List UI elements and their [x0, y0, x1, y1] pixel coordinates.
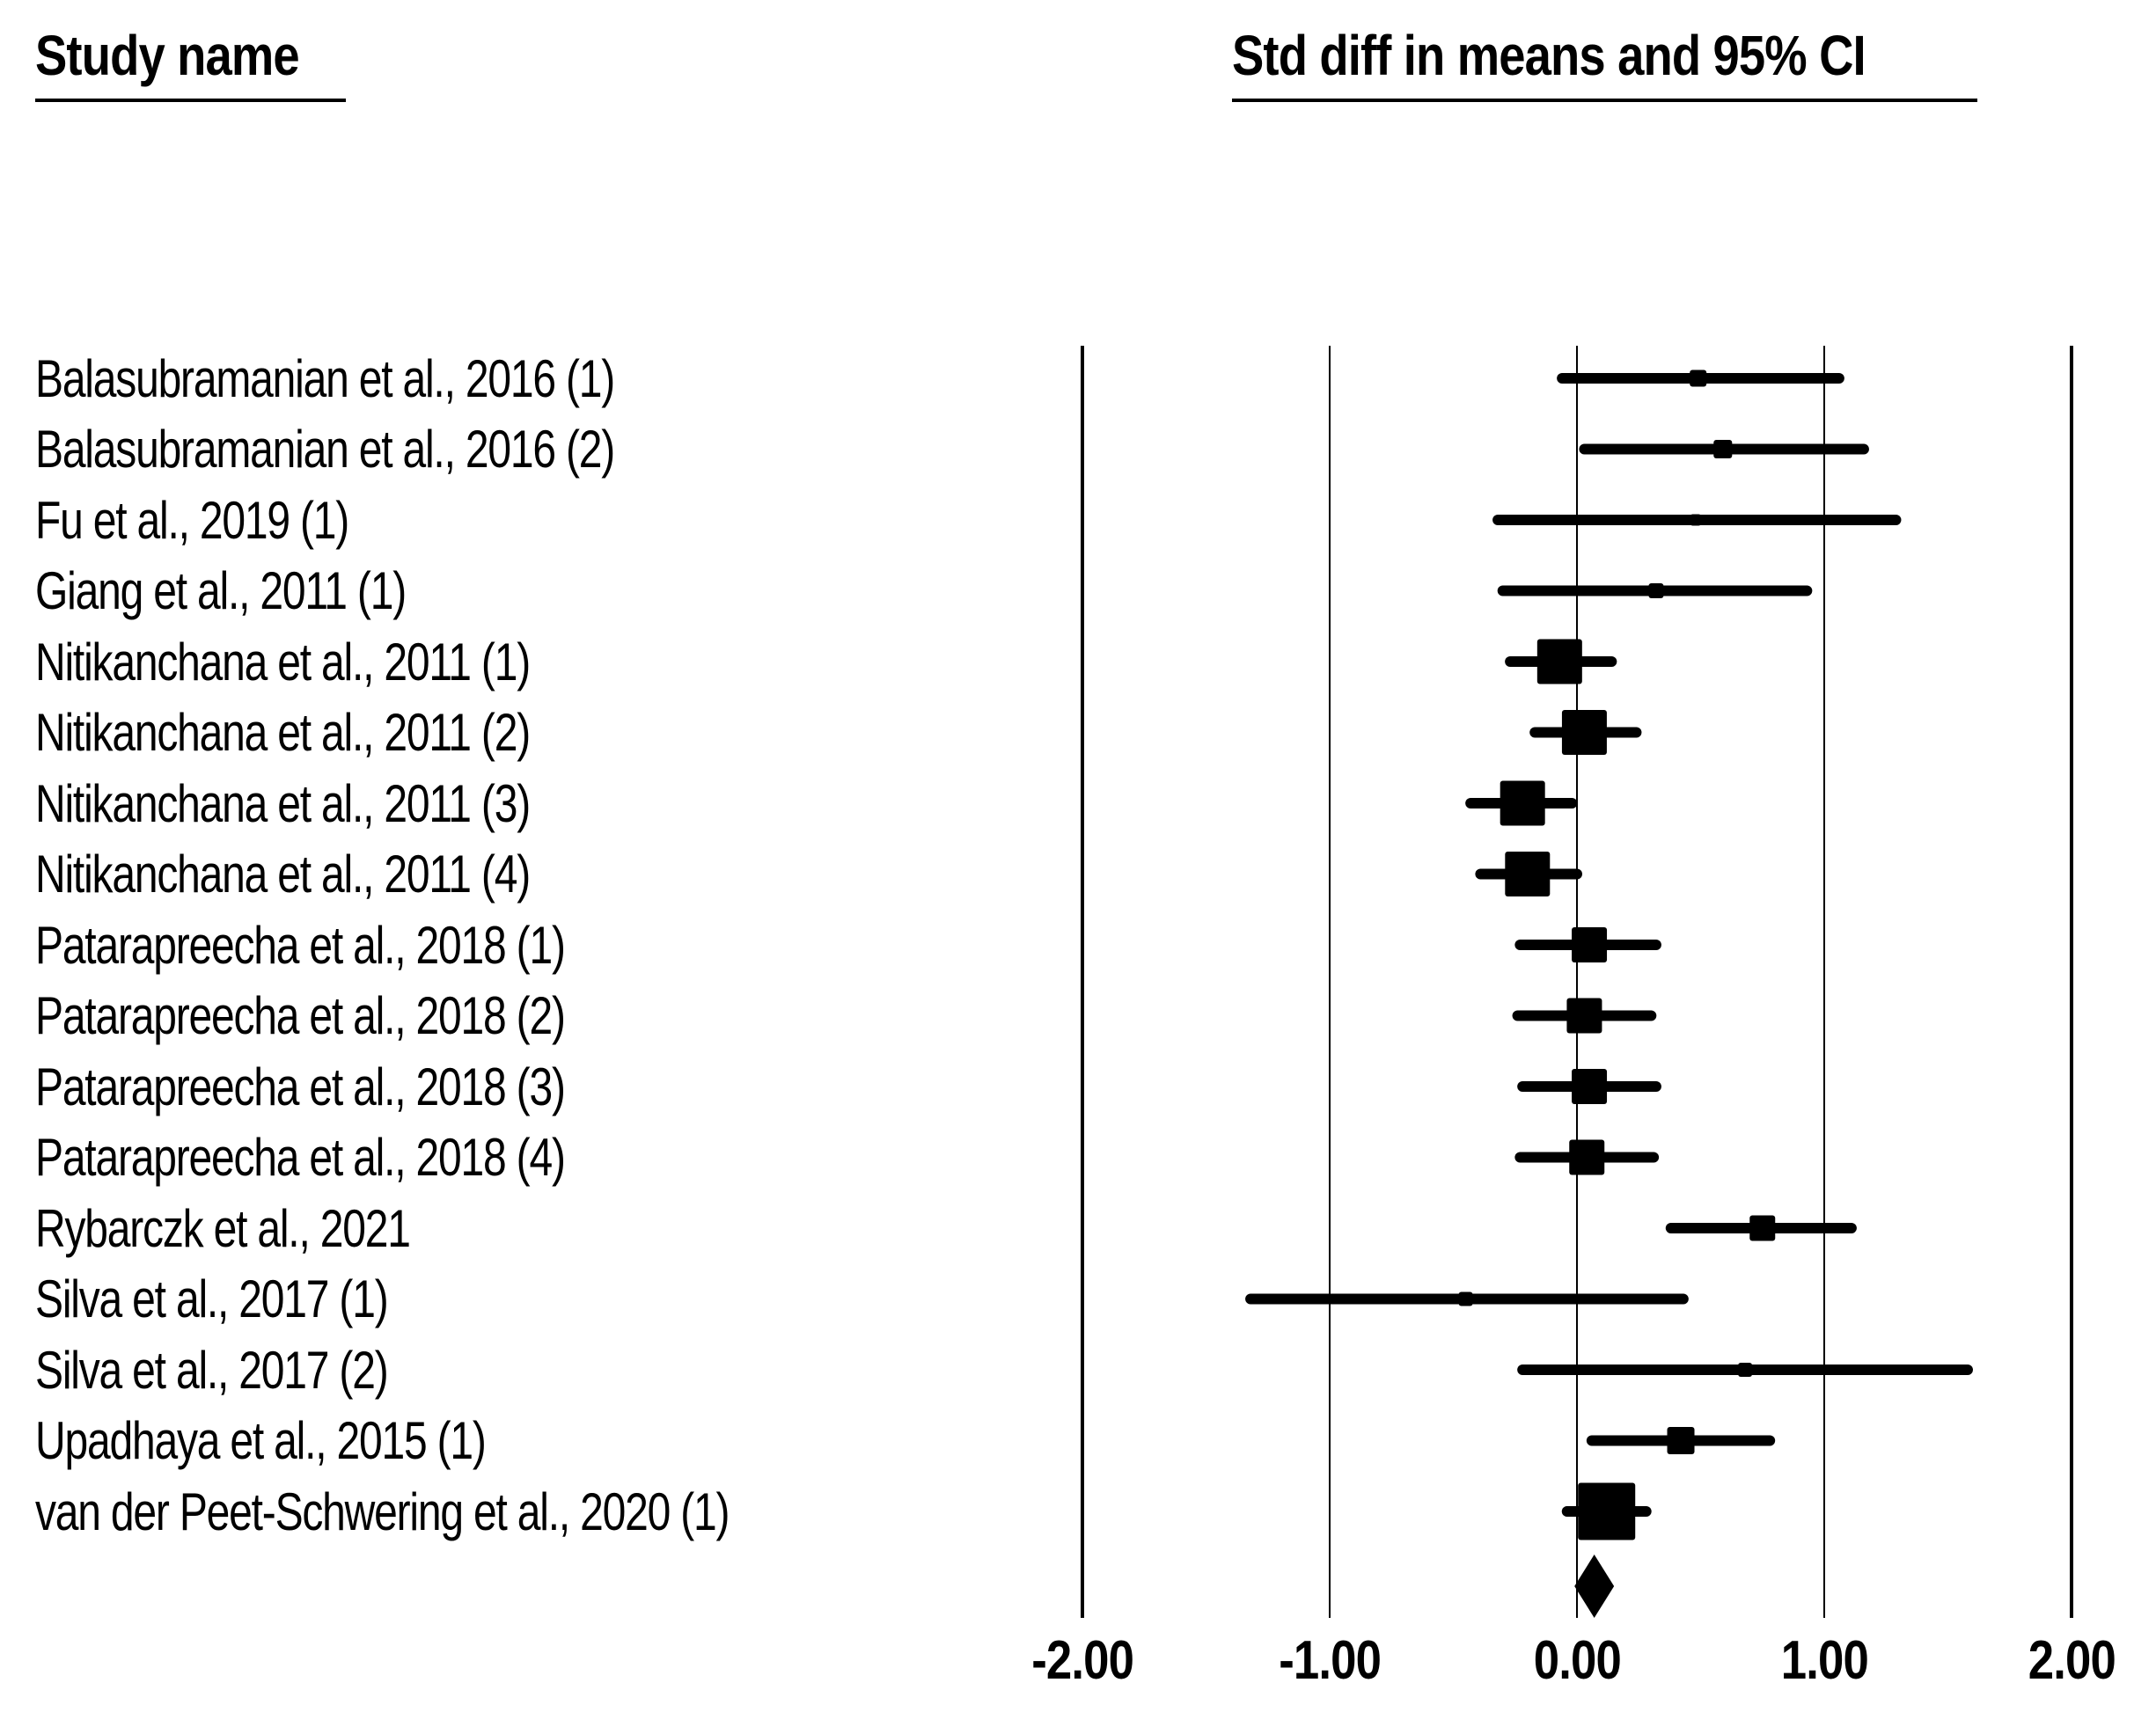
x-axis-tick-text: 0.00: [1533, 1630, 1621, 1691]
study-label: van der Peet-Schwering et al., 2020 (1): [35, 1477, 902, 1546]
mean-square: [1458, 1291, 1473, 1306]
study-label-text: Nitikanchana et al., 2011 (3): [35, 773, 531, 833]
mean-square: [1690, 369, 1707, 387]
study-label-text: Balasubramanian et al., 2016 (2): [35, 420, 615, 479]
effect-header-text: Std diff in means and 95% CI: [1232, 24, 1866, 87]
study-label-text: Patarapreecha et al., 2018 (4): [35, 1128, 566, 1187]
overall-diamond: [1574, 1555, 1615, 1618]
x-axis-tick-label: 2.00: [1948, 1629, 2156, 1692]
study-label: Patarapreecha et al., 2018 (1): [35, 911, 697, 979]
x-axis-tick-label: 0.00: [1454, 1629, 1700, 1692]
study-label-text: Nitikanchana et al., 2011 (1): [35, 632, 531, 691]
study-label-text: Fu et al., 2019 (1): [35, 490, 349, 550]
x-axis-tick-label: -2.00: [959, 1629, 1206, 1692]
study-label-text: Nitikanchana et al., 2011 (4): [35, 845, 531, 904]
study-label-text: Silva et al., 2017 (2): [35, 1340, 389, 1400]
study-label: Patarapreecha et al., 2018 (3): [35, 1052, 697, 1121]
study-label: Upadhaya et al., 2015 (1): [35, 1407, 598, 1475]
study-label: Giang et al., 2011 (1): [35, 557, 498, 626]
study-label: Nitikanchana et al., 2011 (2): [35, 699, 654, 767]
mean-square: [1561, 710, 1607, 755]
mean-square: [1572, 1069, 1608, 1104]
x-axis-tick-label: -1.00: [1206, 1629, 1453, 1692]
study-label-text: Balasubramanian et al., 2016 (1): [35, 348, 615, 408]
mean-square: [1569, 1139, 1605, 1175]
study-label-text: Patarapreecha et al., 2018 (1): [35, 915, 566, 975]
study-label-text: Upadhaya et al., 2015 (1): [35, 1411, 487, 1470]
mean-square: [1713, 440, 1733, 458]
x-axis-tick-text: -1.00: [1279, 1630, 1382, 1691]
column-header-effect: Std diff in means and 95% CI: [1232, 23, 1977, 102]
study-label-text: Patarapreecha et al., 2018 (3): [35, 1057, 566, 1116]
study-label-text: Giang et al., 2011 (1): [35, 561, 407, 620]
column-header-study-name: Study name: [35, 23, 346, 102]
study-label-text: Rybarczk et al., 2021: [35, 1198, 411, 1258]
mean-square: [1690, 514, 1702, 526]
mean-square: [1738, 1363, 1753, 1377]
mean-square: [1566, 998, 1602, 1034]
study-label-text: Patarapreecha et al., 2018 (2): [35, 986, 566, 1045]
mean-square: [1648, 583, 1664, 598]
study-label: Patarapreecha et al., 2018 (2): [35, 982, 697, 1050]
study-label: Nitikanchana et al., 2011 (3): [35, 769, 654, 838]
study-name-header-text: Study name: [35, 24, 300, 87]
study-label: Silva et al., 2017 (1): [35, 1265, 476, 1334]
mean-square: [1572, 927, 1608, 962]
mean-square: [1667, 1427, 1695, 1454]
study-label: Balasubramanian et al., 2016 (1): [35, 344, 759, 413]
mean-square: [1500, 780, 1545, 826]
mean-square: [1536, 639, 1582, 684]
study-label-text: van der Peet-Schwering et al., 2020 (1): [35, 1482, 730, 1541]
study-label-text: Silva et al., 2017 (1): [35, 1269, 389, 1328]
study-label: Patarapreecha et al., 2018 (4): [35, 1123, 697, 1192]
study-label: Rybarczk et al., 2021: [35, 1194, 503, 1262]
study-label: Fu et al., 2019 (1): [35, 486, 427, 554]
study-label: Nitikanchana et al., 2011 (1): [35, 627, 654, 696]
x-axis-tick-label: 1.00: [1701, 1629, 1947, 1692]
study-label: Silva et al., 2017 (2): [35, 1335, 476, 1404]
x-axis-tick-text: 2.00: [2028, 1630, 2116, 1691]
study-label: Nitikanchana et al., 2011 (4): [35, 840, 654, 909]
mean-square: [1578, 1482, 1636, 1540]
study-label-text: Nitikanchana et al., 2011 (2): [35, 703, 531, 762]
mean-square: [1749, 1215, 1776, 1241]
study-label: Balasubramanian et al., 2016 (2): [35, 415, 759, 484]
x-axis-tick-text: -2.00: [1031, 1630, 1134, 1691]
x-axis-tick-text: 1.00: [1780, 1630, 1868, 1691]
mean-square: [1505, 852, 1551, 896]
